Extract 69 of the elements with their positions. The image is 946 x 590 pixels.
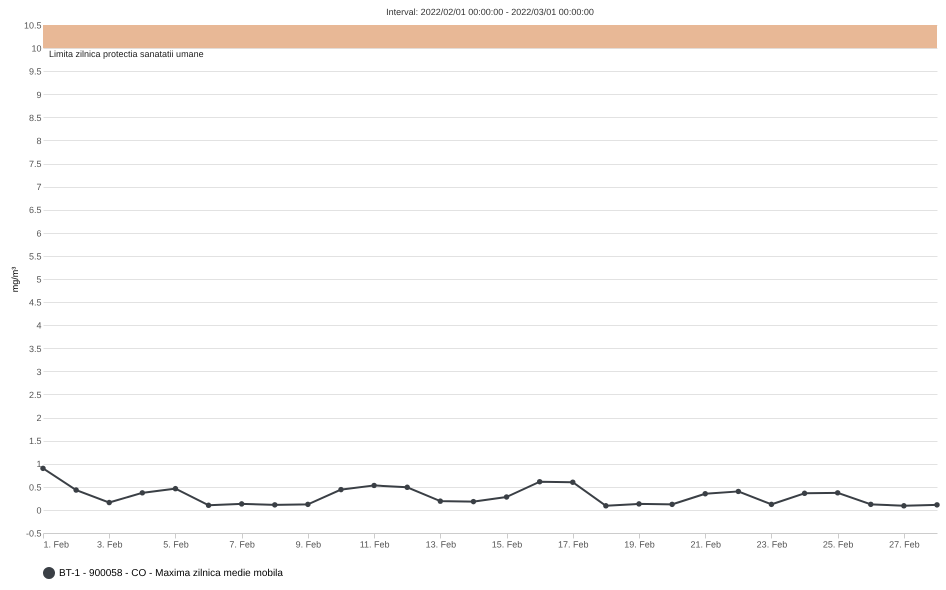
point <box>636 501 642 507</box>
point <box>272 502 278 508</box>
point <box>504 494 510 500</box>
x-tick-label: 17. Feb <box>558 540 589 550</box>
point <box>802 490 808 496</box>
point <box>106 500 112 506</box>
x-tick-label: 11. Feb <box>360 540 390 550</box>
band-label: Limita zilnica protectia sanatatii umane <box>49 49 204 60</box>
point <box>140 490 146 496</box>
y-tick-label: 2.5 <box>28 390 42 400</box>
y-tick-label: 10 <box>31 44 42 54</box>
point <box>570 479 576 485</box>
point <box>536 479 542 484</box>
y-tick-label: 3 <box>36 366 42 377</box>
x-tick-label: 5. Feb <box>163 540 189 550</box>
x-tick-label: 13. Feb <box>426 540 456 550</box>
y-tick-label: 4.5 <box>28 298 42 308</box>
point <box>206 502 212 508</box>
x-tick-label: 21. Feb <box>690 540 721 550</box>
x-tick-label: 1. Feb <box>44 540 70 550</box>
point <box>702 491 708 496</box>
point <box>603 503 609 508</box>
y-tick-label: 3.5 <box>28 344 42 354</box>
x-tick-label: 19. Feb <box>624 540 655 550</box>
x-tick-label: 3. Feb <box>96 540 122 550</box>
y-tick-label: 10.5 <box>24 20 42 30</box>
x-tick-label: 9. Feb <box>296 540 322 550</box>
y-tick-label: 8 <box>36 136 42 146</box>
y-tick-label: 7 <box>36 182 42 192</box>
point <box>404 484 410 490</box>
x-tick-label: 27. Feb <box>889 540 920 550</box>
y-axis-title: mg/m³ <box>10 266 20 292</box>
point <box>438 498 444 504</box>
y-tick-label: 1 <box>36 459 42 470</box>
chart-title: Interval: 2022/02/01 00:00:00 - 2022/03/01 00:00:00 <box>386 7 594 17</box>
y-tick-label: 9.5 <box>28 66 42 77</box>
point <box>901 503 907 508</box>
y-tick-label: 2 <box>36 413 42 424</box>
y-tick-label: 6.5 <box>28 205 42 216</box>
y-tick-label: 5 <box>36 274 42 284</box>
y-tick-label: 9 <box>36 90 42 100</box>
x-tick-label: 15. Feb <box>492 540 522 550</box>
y-tick-label: -0.5 <box>26 528 42 538</box>
point <box>934 502 940 508</box>
y-tick-label: 7.5 <box>28 159 42 170</box>
x-tick-label: 25. Feb <box>822 540 854 550</box>
point <box>172 486 178 492</box>
y-tick-label: 5.5 <box>28 251 42 262</box>
x-tick-label: 7. Feb <box>229 540 255 550</box>
point <box>371 482 377 488</box>
point <box>470 498 476 504</box>
point <box>834 490 840 496</box>
legend-label: BT-1 - 900058 - CO - Maxima zilnica medie mobila <box>59 568 284 579</box>
point <box>305 502 311 508</box>
x-tick-label: 23. Feb <box>756 540 788 550</box>
point <box>736 488 742 494</box>
point <box>338 486 344 492</box>
y-tick-label: 1.5 <box>28 436 42 446</box>
y-tick-label: 0.5 <box>28 482 42 492</box>
point <box>868 502 874 508</box>
point <box>40 466 46 472</box>
point <box>768 502 774 508</box>
point <box>238 501 244 507</box>
point <box>669 502 675 508</box>
point <box>73 487 79 493</box>
y-tick-label: 8.5 <box>28 112 42 123</box>
y-tick-label: 4 <box>36 320 42 331</box>
y-tick-label: 0 <box>36 505 42 516</box>
y-tick-label: 6 <box>36 228 42 238</box>
